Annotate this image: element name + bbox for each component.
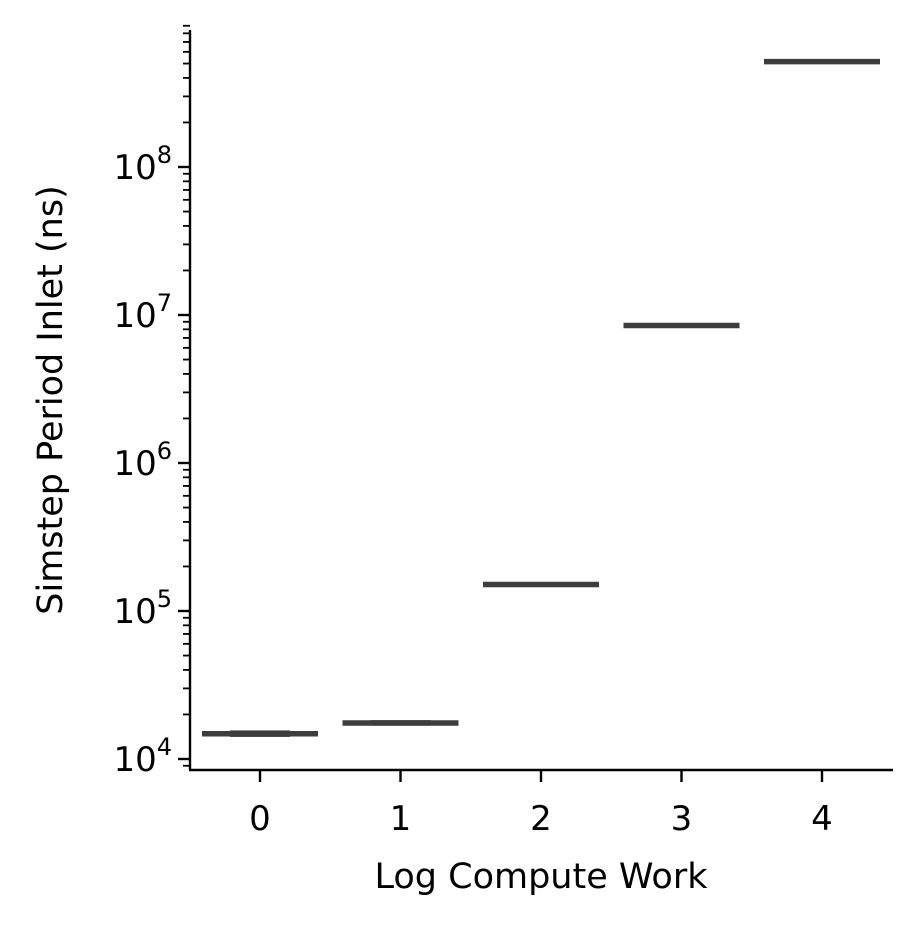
x-tick-label: 0 xyxy=(249,799,271,839)
x-axis-label: Log Compute Work xyxy=(375,857,709,897)
x-ticks: 0 1 2 3 4 xyxy=(249,770,833,839)
x-tick-label: 1 xyxy=(390,799,412,839)
y-tick-label: 106 xyxy=(113,437,172,484)
y-tick-label: 105 xyxy=(113,585,172,632)
y-axis-label: Simstep Period Inlet (ns) xyxy=(31,185,71,614)
y-tick-label: 107 xyxy=(113,289,172,336)
y-tick-label: 108 xyxy=(113,141,172,188)
x-tick-label: 3 xyxy=(671,799,693,839)
boxes xyxy=(202,58,880,737)
y-major-ticks: 104 105 106 107 108 xyxy=(113,141,190,780)
x-tick-label: 4 xyxy=(811,799,833,839)
y-tick-label: 104 xyxy=(113,733,172,780)
x-tick-label: 2 xyxy=(530,799,552,839)
